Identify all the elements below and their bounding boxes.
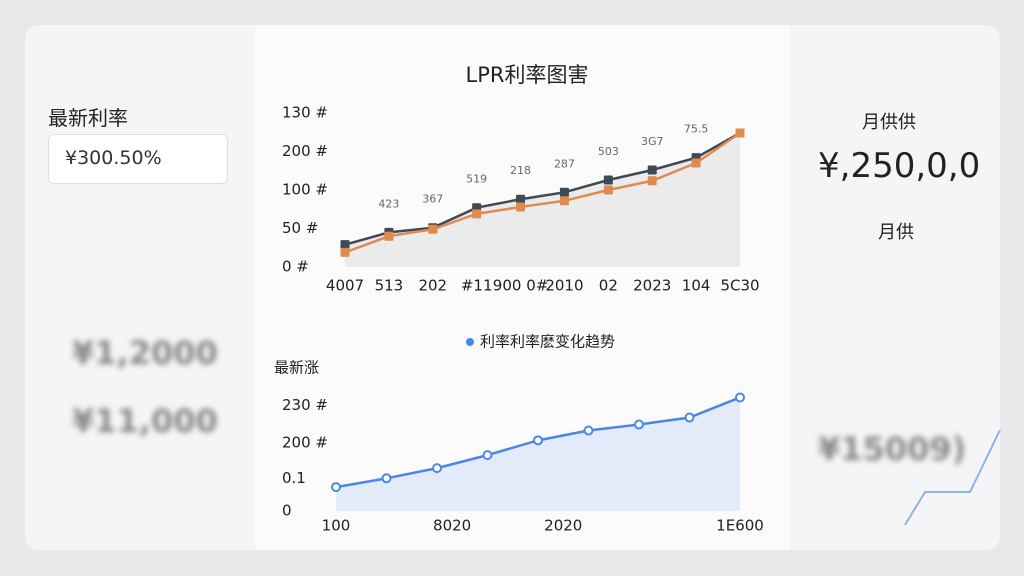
x-tick-label: 4007 bbox=[326, 277, 364, 295]
rate-label: 最新利率 bbox=[48, 106, 128, 130]
marker bbox=[381, 473, 392, 484]
faded-amount: ¥1,2000 bbox=[72, 334, 218, 372]
y-tick-label: 0 bbox=[282, 502, 292, 520]
marker bbox=[634, 419, 644, 430]
x-tick-label: 02 bbox=[599, 277, 618, 295]
y-tick-label: 50 # bbox=[282, 219, 318, 237]
x-tick-label: 104 bbox=[682, 277, 711, 295]
decor-line bbox=[904, 429, 1001, 526]
marker bbox=[428, 224, 438, 234]
marker bbox=[647, 165, 657, 175]
x-tick-label: 2010 bbox=[545, 277, 583, 295]
marker bbox=[691, 158, 701, 168]
annotation: 3G7 bbox=[641, 135, 664, 148]
marker bbox=[384, 231, 394, 241]
y-tick-label: 130 # bbox=[282, 104, 328, 122]
marker bbox=[559, 187, 569, 197]
marker bbox=[516, 202, 526, 212]
marker bbox=[583, 425, 594, 436]
x-tick-label: 1E600 bbox=[716, 517, 764, 535]
annotation: 287 bbox=[554, 157, 575, 170]
area bbox=[345, 133, 740, 267]
marker bbox=[603, 175, 613, 185]
x-tick-label: 513 bbox=[375, 277, 404, 295]
x-tick-label: 5C30 bbox=[720, 277, 759, 295]
area bbox=[336, 397, 740, 511]
y-tick-label: 100 # bbox=[282, 181, 328, 199]
x-tick-label: #11 bbox=[461, 277, 493, 295]
summary-amount: ¥,250,0,0 bbox=[818, 146, 981, 186]
legend-marker bbox=[466, 338, 474, 346]
annotation: 503 bbox=[598, 145, 619, 158]
line bbox=[344, 131, 741, 254]
marker bbox=[684, 412, 695, 423]
marker bbox=[482, 450, 493, 461]
summary-title: 月供供 bbox=[862, 112, 916, 133]
chart-title: LPR利率图害 bbox=[466, 63, 589, 87]
marker bbox=[340, 240, 350, 250]
marker bbox=[533, 435, 543, 446]
y-axis-label: 最新涨 bbox=[274, 359, 319, 377]
marker bbox=[331, 482, 341, 493]
x-tick-label: 202 bbox=[418, 277, 447, 295]
marker bbox=[603, 185, 613, 195]
marker bbox=[472, 209, 482, 219]
y-tick-label: 0 # bbox=[282, 258, 309, 276]
x-tick-label: 2023 bbox=[633, 277, 671, 295]
x-tick-label: 100 bbox=[322, 517, 351, 535]
marker bbox=[735, 392, 745, 403]
legend-label: 利率利率麽变化趋势 bbox=[480, 333, 615, 351]
faded-amount: ¥15009) bbox=[818, 430, 967, 468]
annotation: 367 bbox=[422, 193, 443, 206]
marker bbox=[432, 463, 442, 474]
marker bbox=[516, 194, 526, 204]
annotation: 519 bbox=[466, 173, 487, 186]
y-tick-label: 200 # bbox=[282, 142, 328, 160]
line bbox=[344, 131, 741, 246]
x-tick-label: 900 0# bbox=[493, 277, 549, 295]
x-tick-label: 8020 bbox=[433, 517, 471, 535]
y-tick-label: 0.1 bbox=[282, 469, 306, 487]
y-tick-label: 200 # bbox=[282, 434, 328, 452]
marker bbox=[647, 176, 657, 186]
annotation: 218 bbox=[510, 164, 531, 177]
y-tick-label: 230 # bbox=[282, 396, 328, 414]
annotation: 75.5 bbox=[684, 123, 709, 136]
marker bbox=[559, 196, 569, 206]
summary-caption: 月供 bbox=[878, 222, 914, 243]
annotation: 423 bbox=[378, 197, 399, 210]
faded-amount: ¥11,000 bbox=[72, 402, 218, 440]
rate-input[interactable]: ¥300.50% bbox=[48, 134, 228, 184]
marker bbox=[735, 128, 745, 138]
x-tick-label: 2020 bbox=[544, 517, 582, 535]
marker bbox=[340, 247, 350, 257]
